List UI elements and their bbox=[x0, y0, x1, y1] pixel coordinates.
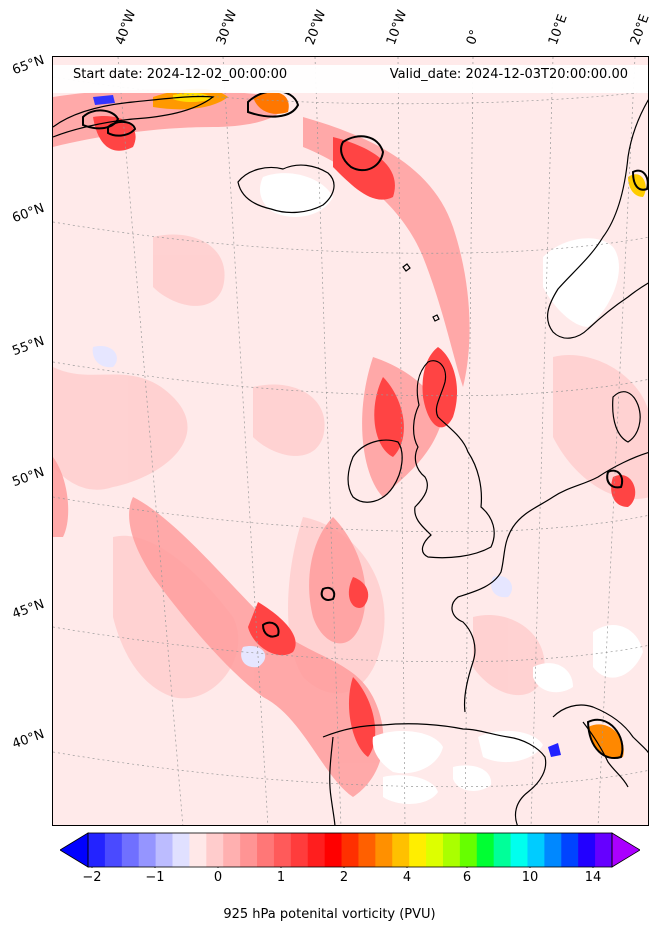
coast-mediterranean bbox=[552, 704, 648, 754]
colorbar-cells bbox=[88, 833, 613, 867]
colorbar-cell bbox=[240, 833, 258, 867]
colorbar-tick-label: 4 bbox=[402, 870, 412, 885]
colorbar-tick-label: 1 bbox=[276, 870, 286, 885]
colorbar-ticks bbox=[91, 867, 594, 868]
colorbar-cell bbox=[595, 833, 613, 867]
colorbar-cell bbox=[561, 833, 579, 867]
lat-label-45n: 45°N bbox=[10, 596, 47, 623]
colorbar-cell bbox=[104, 833, 123, 867]
lon-label-20w: 20°W bbox=[302, 8, 330, 47]
coast-great-britain bbox=[413, 360, 495, 559]
coast-iberia-west bbox=[329, 736, 336, 825]
lon-label-40w: 40°W bbox=[112, 8, 140, 47]
colorbar-cell bbox=[324, 833, 342, 867]
colorbar-cell bbox=[88, 833, 106, 867]
colorbar-tick-label: 14 bbox=[584, 870, 602, 885]
lat-label-55n: 55°N bbox=[10, 333, 47, 360]
colorbar-cell bbox=[290, 833, 309, 867]
colorbar-cell bbox=[409, 833, 427, 867]
lat-label-50n: 50°N bbox=[10, 464, 47, 491]
colorbar-cell bbox=[307, 833, 326, 867]
lon-label-30w: 30°W bbox=[213, 8, 241, 47]
colorbar-tick-label: 2 bbox=[339, 870, 349, 885]
colorbar-cell bbox=[257, 833, 275, 867]
lat-label-65n: 65°N bbox=[10, 52, 47, 79]
colorbar-cell bbox=[206, 833, 224, 867]
colorbar-cell bbox=[527, 833, 545, 867]
lat-label-60n: 60°N bbox=[10, 200, 47, 227]
lon-label-10w: 10°W bbox=[383, 8, 411, 47]
pv-map: Start date: 2024-12-02_00:00:00 Valid_da… bbox=[52, 56, 649, 826]
colorbar-cell bbox=[341, 833, 359, 867]
colorbar bbox=[60, 832, 640, 868]
colorbar-tick-label: −2 bbox=[82, 870, 102, 885]
lon-label-20e: 20°E bbox=[627, 12, 653, 48]
start-date-label: Start date: 2024-12-02_00:00:00 bbox=[73, 67, 288, 82]
lon-label-0: 0° bbox=[463, 27, 484, 47]
colorbar-min-extension bbox=[60, 832, 89, 868]
colorbar-cell bbox=[273, 833, 292, 867]
map-canvas bbox=[53, 57, 648, 825]
colorbar-cell bbox=[223, 833, 241, 867]
colorbar-cell bbox=[358, 833, 376, 867]
colorbar-tick-label: −1 bbox=[145, 870, 165, 885]
coast-italy bbox=[582, 721, 629, 788]
coast-iberia bbox=[322, 723, 547, 825]
valid-date-label: Valid_date: 2024-12-03T20:00:00.00 bbox=[389, 67, 628, 82]
coastlines bbox=[53, 95, 648, 825]
coast-continent bbox=[451, 452, 648, 713]
lon-label-10e: 10°E bbox=[545, 12, 571, 48]
pv-shading-negative bbox=[92, 346, 513, 668]
colorbar-cell bbox=[172, 833, 190, 867]
colorbar-tick-label: 0 bbox=[213, 870, 223, 885]
colorbar-cell bbox=[121, 833, 140, 867]
colorbar-cell bbox=[544, 833, 562, 867]
colorbar-cell bbox=[442, 833, 461, 867]
pv-shading-deep-negative-spain bbox=[548, 743, 561, 757]
pv-shading-extreme bbox=[153, 88, 646, 759]
header-strip bbox=[53, 65, 648, 93]
coast-ireland bbox=[347, 439, 403, 503]
colorbar-cell bbox=[459, 833, 478, 867]
colorbar-cell bbox=[493, 833, 511, 867]
colorbar-title: 925 hPa potenital vorticity (PVU) bbox=[223, 907, 436, 922]
colorbar-cell bbox=[375, 833, 393, 867]
coast-norway bbox=[546, 99, 648, 339]
coast-greenland bbox=[53, 95, 215, 138]
colorbar-outline bbox=[87, 832, 613, 868]
colorbar-cell bbox=[392, 833, 410, 867]
graticule bbox=[53, 57, 648, 825]
colorbar-tick-label: 6 bbox=[462, 870, 472, 885]
pv-shading-deep-negative bbox=[93, 95, 115, 105]
colorbar-cell bbox=[138, 833, 157, 867]
pv-shading-strong bbox=[93, 116, 636, 757]
coast-islands-north bbox=[402, 263, 440, 322]
colorbar-cell bbox=[189, 833, 207, 867]
colorbar-cell bbox=[476, 833, 495, 867]
colorbar-tick-label: 10 bbox=[521, 870, 539, 885]
colorbar-max-extension bbox=[611, 832, 640, 868]
colorbar-cell bbox=[578, 833, 596, 867]
colorbar-cell bbox=[155, 833, 173, 867]
missing-data bbox=[260, 173, 643, 804]
lat-label-40n: 40°N bbox=[10, 726, 47, 753]
coast-denmark bbox=[612, 391, 641, 443]
coast-iceland bbox=[237, 164, 335, 214]
colorbar-cell bbox=[510, 833, 528, 867]
colorbar-cell bbox=[426, 833, 444, 867]
